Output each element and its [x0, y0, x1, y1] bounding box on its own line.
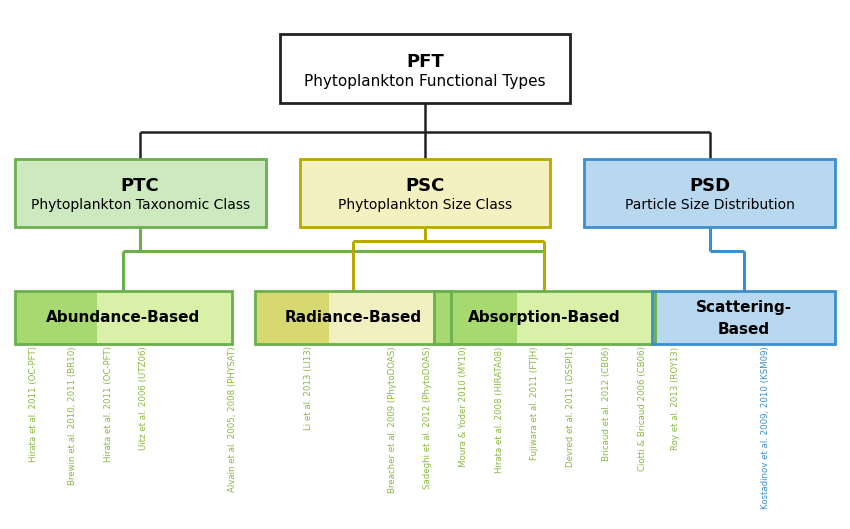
Bar [722, 291, 835, 344]
Bar [434, 291, 518, 344]
Bar [653, 291, 835, 344]
Bar [14, 291, 231, 344]
Bar [97, 291, 231, 344]
Text: PSC: PSC [405, 177, 445, 195]
Text: Hirata et al. 2008 (HIRATA08): Hirata et al. 2008 (HIRATA08) [495, 346, 504, 473]
Text: Particle Size Distribution: Particle Size Distribution [625, 198, 795, 213]
Bar [255, 291, 329, 344]
Bar [584, 159, 835, 227]
Bar [255, 291, 450, 344]
Text: Based: Based [717, 322, 770, 336]
Text: Phytoplankton Functional Types: Phytoplankton Functional Types [304, 74, 546, 89]
Text: Devred et al. 2011 (DSSPI1): Devred et al. 2011 (DSSPI1) [566, 346, 575, 467]
Bar [280, 34, 570, 103]
Text: Abundance-Based: Abundance-Based [46, 310, 201, 325]
Text: Kostadinov et al. 2009, 2010 (KSM09): Kostadinov et al. 2009, 2010 (KSM09) [761, 346, 770, 509]
Text: Hirata et al. 2011 (OC-PFT): Hirata et al. 2011 (OC-PFT) [29, 346, 38, 462]
Bar [653, 291, 722, 344]
Text: Li et al. 2013 (LI13): Li et al. 2013 (LI13) [304, 346, 314, 431]
Text: Brewin et al. 2010, 2011 (BR10): Brewin et al. 2010, 2011 (BR10) [68, 346, 77, 485]
Bar [14, 291, 97, 344]
Text: Phytoplankton Size Class: Phytoplankton Size Class [338, 198, 512, 213]
Text: PTC: PTC [121, 177, 160, 195]
Text: Absorption-Based: Absorption-Based [468, 310, 620, 325]
Text: PSD: PSD [689, 177, 730, 195]
Text: Bricaud et al. 2012 (CB06): Bricaud et al. 2012 (CB06) [602, 346, 611, 461]
Bar [518, 291, 654, 344]
Text: Uitz et al. 2006 (UTZ06): Uitz et al. 2006 (UTZ06) [139, 346, 149, 450]
Text: Moura & Yoder 2010 (MY10): Moura & Yoder 2010 (MY10) [459, 346, 468, 467]
Text: Alvain et al. 2005, 2008 (PHYSAT): Alvain et al. 2005, 2008 (PHYSAT) [228, 346, 237, 492]
Text: Hirata et al. 2011 (OC-PFT): Hirata et al. 2011 (OC-PFT) [104, 346, 113, 462]
Text: PFT: PFT [406, 53, 444, 71]
Text: Sadeghi et al. 2012 (PhytoDOAS): Sadeghi et al. 2012 (PhytoDOAS) [423, 346, 433, 489]
Bar [15, 159, 265, 227]
Text: Fujiwara et al. 2011 (FTJH): Fujiwara et al. 2011 (FTJH) [530, 346, 540, 460]
Bar [329, 291, 450, 344]
Text: Scattering-: Scattering- [695, 300, 792, 315]
Bar [300, 159, 551, 227]
Bar [434, 291, 654, 344]
Text: Phytoplankton Taxonomic Class: Phytoplankton Taxonomic Class [31, 198, 250, 213]
Text: Ciotti & Bricaud 2006 (CB06): Ciotti & Bricaud 2006 (CB06) [638, 346, 647, 471]
Text: Roy et al. 2013 (ROY13): Roy et al. 2013 (ROY13) [672, 346, 681, 450]
Text: Radiance-Based: Radiance-Based [284, 310, 422, 325]
Text: Breacher et al. 2009 (PhytoDOAS): Breacher et al. 2009 (PhytoDOAS) [388, 346, 397, 493]
